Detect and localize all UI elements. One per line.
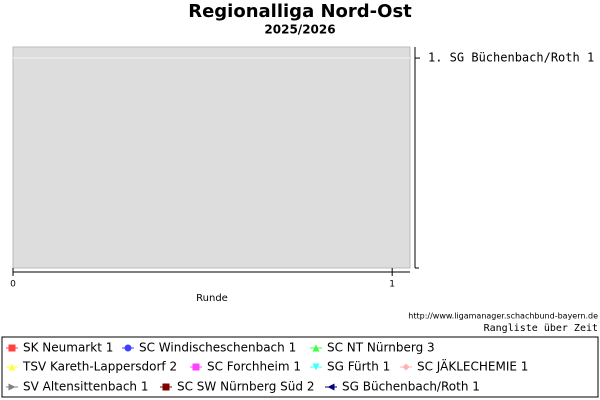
legend-label: SC JÄKLECHEMIE 1 <box>417 359 528 374</box>
legend-marker <box>8 344 16 352</box>
legend-label: SG Büchenbach/Roth 1 <box>342 380 480 394</box>
legend-label: SV Altensittenbach 1 <box>23 380 148 394</box>
legend-label: SC Windischeschenbach 1 <box>139 341 296 355</box>
source: http://www.ligamanager.schachbund-bayern… <box>408 312 598 321</box>
plot-area <box>12 46 411 269</box>
legend-marker <box>192 363 200 371</box>
legend-label: SC SW Nürnberg Süd 2 <box>177 380 314 394</box>
y2-tick-label: 1. SG Büchenbach/Roth 1 <box>428 51 594 65</box>
legend-marker <box>327 383 335 391</box>
legend-marker <box>312 363 320 371</box>
legend-marker <box>8 383 16 391</box>
legend-marker <box>162 383 170 391</box>
legend-label: SG Fürth 1 <box>327 360 390 374</box>
legend-label: SK Neumarkt 1 <box>23 341 113 355</box>
caption: Rangliste über Zeit <box>484 323 598 334</box>
x-tick-label: 0 <box>10 280 16 290</box>
legend-label: SC NT Nürnberg 3 <box>327 341 435 355</box>
legend-box <box>1 336 599 398</box>
legend-marker <box>8 363 16 371</box>
legend-label: TSV Kareth-Lappersdorf 2 <box>22 360 177 374</box>
chart-subtitle: 2025/2026 <box>264 23 335 37</box>
legend-label: SC Forchheim 1 <box>207 360 301 374</box>
x-axis-label: Runde <box>196 293 228 304</box>
chart-title: Regionalliga Nord-Ost <box>188 1 412 22</box>
x-tick-label: 1 <box>389 280 395 290</box>
legend-marker <box>124 344 132 352</box>
legend-marker <box>312 344 320 352</box>
legend-marker <box>402 363 410 371</box>
